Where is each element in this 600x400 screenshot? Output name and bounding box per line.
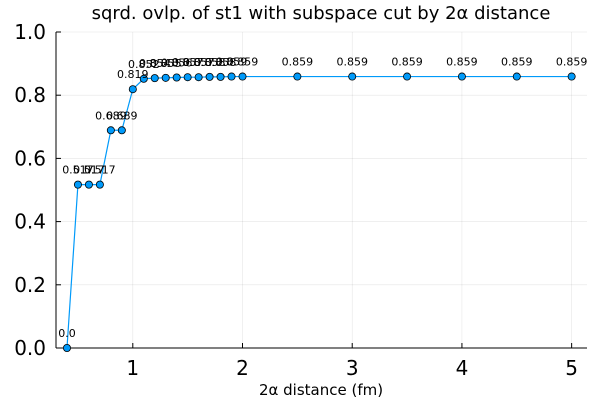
data-label: 0.859 xyxy=(227,56,259,69)
axes xyxy=(55,31,587,349)
data-point xyxy=(95,180,104,189)
data-point xyxy=(238,72,247,81)
data-label: 0.517 xyxy=(62,164,94,177)
data-label: 0.856 xyxy=(161,57,193,70)
y-tick-label: 1.0 xyxy=(14,20,46,44)
series-polyline xyxy=(66,75,572,349)
series-points xyxy=(62,72,576,352)
data-label: 0.859 xyxy=(391,56,423,69)
x-tick-label: 5 xyxy=(565,356,578,380)
data-point xyxy=(128,85,137,94)
y-tick-label: 0.4 xyxy=(14,210,46,234)
data-label: 0.859 xyxy=(501,56,533,69)
data-label: 0.819 xyxy=(117,68,149,81)
data-label: 0.852 xyxy=(128,58,160,71)
x-axis-label: 2α distance (fm) xyxy=(259,381,383,399)
data-label: 0.857 xyxy=(172,56,204,69)
data-label: 0.689 xyxy=(95,109,127,122)
y-tick-label: 0.8 xyxy=(14,83,46,107)
data-labels: 0.00.5170.5170.5170.6890.6890.8190.8520.… xyxy=(58,56,587,340)
data-point xyxy=(403,72,412,81)
data-label: 0.855 xyxy=(150,57,182,70)
data-point xyxy=(84,180,93,189)
data-point xyxy=(139,74,148,83)
data-point xyxy=(73,180,82,189)
data-point xyxy=(293,72,302,81)
data-point xyxy=(194,73,203,82)
data-point xyxy=(227,72,236,81)
data-point xyxy=(216,72,225,81)
tick-labels: 1 2 3 4 5 0.0 0.2 0.4 0.6 0.8 1.0 xyxy=(14,20,578,380)
x-tick-label: 2 xyxy=(236,356,249,380)
x-tick-label: 1 xyxy=(126,356,139,380)
x-tick-label: 4 xyxy=(456,356,469,380)
data-label: 0.858 xyxy=(205,56,237,69)
y-tick-label: 0.2 xyxy=(14,273,46,297)
data-point xyxy=(161,73,170,82)
series-line xyxy=(66,75,572,349)
data-point xyxy=(512,72,521,81)
y-tick-label: 0.6 xyxy=(14,146,46,170)
data-label: 0.854 xyxy=(139,57,171,70)
data-label: 0.517 xyxy=(73,164,105,177)
data-point xyxy=(62,343,71,352)
data-label: 0.859 xyxy=(336,56,368,69)
data-point xyxy=(183,73,192,82)
data-label: 0.859 xyxy=(556,56,588,69)
data-label: 0.859 xyxy=(446,56,478,69)
y-tick-label: 0.0 xyxy=(14,336,46,360)
data-label: 0.859 xyxy=(282,56,314,69)
data-label: 0.858 xyxy=(194,56,226,69)
data-point xyxy=(567,72,576,81)
data-label: 0.689 xyxy=(106,109,138,122)
data-label: 0.517 xyxy=(84,164,116,177)
data-point xyxy=(150,74,159,83)
data-point xyxy=(205,72,214,81)
data-point xyxy=(172,73,181,82)
data-point xyxy=(457,72,466,81)
chart-title: sqrd. ovlp. of st1 with subspace cut by … xyxy=(92,3,551,24)
data-point xyxy=(106,126,115,135)
data-point xyxy=(117,126,126,135)
x-tick-label: 3 xyxy=(346,356,359,380)
data-label: 0.857 xyxy=(183,56,215,69)
data-point xyxy=(348,72,357,81)
data-label: 0.859 xyxy=(216,56,248,69)
data-label: 0.0 xyxy=(58,327,76,340)
